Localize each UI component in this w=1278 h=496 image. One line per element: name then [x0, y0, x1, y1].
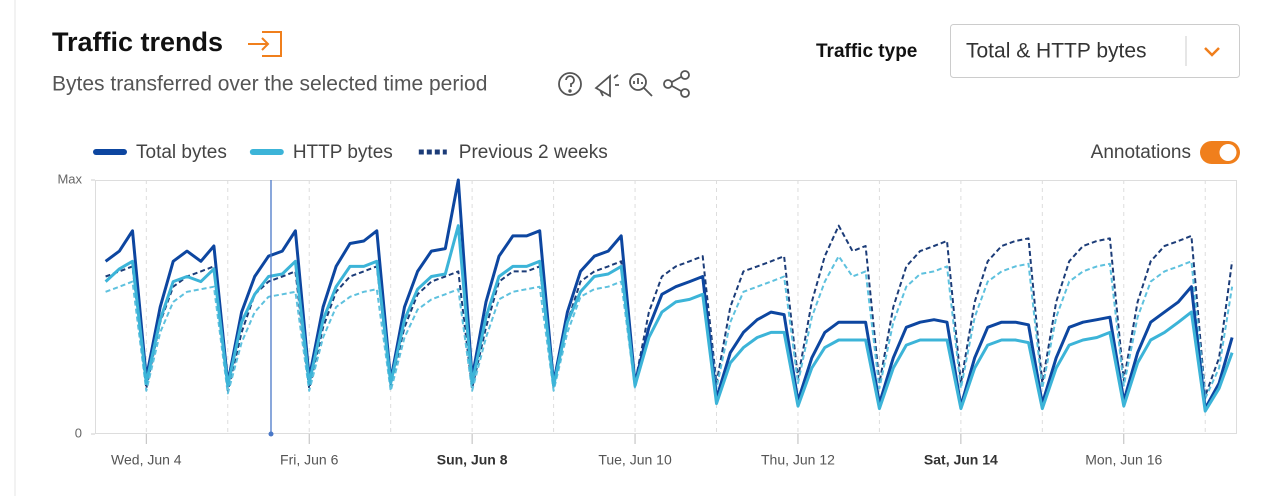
legend-label: Previous 2 weeks — [459, 142, 608, 163]
help-icon[interactable] — [558, 72, 582, 96]
x-tick-label: Fri, Jun 6 — [280, 452, 339, 468]
series-line — [105, 224, 1234, 397]
series-line — [104, 178, 1234, 411]
cursor — [268, 180, 274, 437]
traffic-type-dropdown[interactable]: Total & HTTP bytes — [950, 24, 1240, 78]
share-icon[interactable] — [663, 70, 690, 98]
legend-item[interactable]: Previous 2 weeks — [418, 142, 608, 163]
subtitle: Bytes transferred over the selected time… — [52, 73, 487, 96]
annotations-toggle[interactable] — [1200, 141, 1240, 164]
x-tick-label: Wed, Jun 4 — [111, 452, 182, 468]
x-tick-label: Thu, Jun 12 — [761, 452, 835, 468]
legend-item[interactable]: HTTP bytes — [249, 142, 393, 163]
y-tick-label: Max — [57, 171, 82, 186]
x-tick-label: Sun, Jun 8 — [437, 452, 508, 468]
announce-icon[interactable] — [594, 74, 619, 98]
legend-label: Total bytes — [136, 142, 227, 163]
legend-label: HTTP bytes — [293, 142, 393, 163]
dropdown-value: Total & HTTP bytes — [966, 40, 1147, 63]
series-line — [105, 255, 1234, 400]
x-tick-label: Tue, Jun 10 — [598, 452, 672, 468]
x-tick-label: Mon, Jun 16 — [1085, 452, 1162, 468]
plot-frame — [95, 180, 1237, 434]
legend-item[interactable]: Total bytes — [93, 142, 227, 163]
export-icon[interactable] — [248, 31, 282, 57]
x-tick-label: Sat, Jun 14 — [924, 452, 998, 468]
y-tick-label: 0 — [75, 425, 82, 440]
zoom-icon[interactable] — [629, 73, 653, 97]
traffic-type-label: Traffic type — [816, 41, 917, 62]
series-line — [104, 224, 1234, 413]
annotations-label: Annotations — [1091, 142, 1191, 163]
title: Traffic trends — [52, 27, 223, 57]
